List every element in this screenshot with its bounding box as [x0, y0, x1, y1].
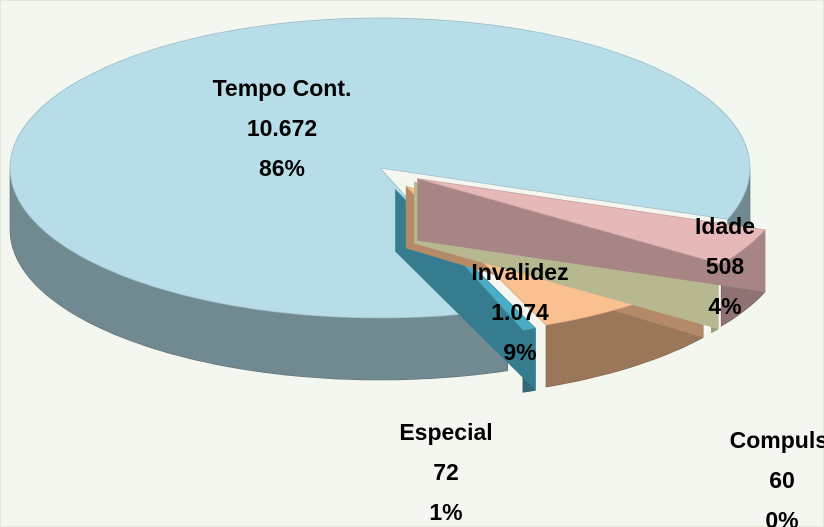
percentage-label: 4%	[708, 293, 741, 319]
percentage-label: 0%	[765, 507, 798, 527]
labels: Idade 508 4% Compuls. 60 0% Invalidez 1.074 9% Es…	[213, 75, 824, 527]
category-label: Especial	[399, 419, 492, 445]
category-label: Tempo Cont.	[213, 75, 352, 101]
value-label: 60	[769, 467, 795, 493]
value-label: 10.672	[247, 115, 317, 141]
value-label: 72	[433, 459, 459, 485]
value-label: 508	[706, 253, 745, 279]
percentage-label: 86%	[259, 155, 305, 181]
category-label: Compuls.	[730, 427, 824, 453]
slice	[9, 17, 751, 319]
slice	[417, 178, 766, 265]
pie	[9, 17, 766, 393]
percentage-label: 1%	[429, 499, 462, 525]
category-label: Invalidez	[471, 259, 568, 285]
value-label: 1.074	[491, 299, 549, 325]
percentage-label: 9%	[503, 339, 536, 365]
slice-wall	[417, 178, 765, 292]
category-label: Idade	[695, 213, 755, 239]
